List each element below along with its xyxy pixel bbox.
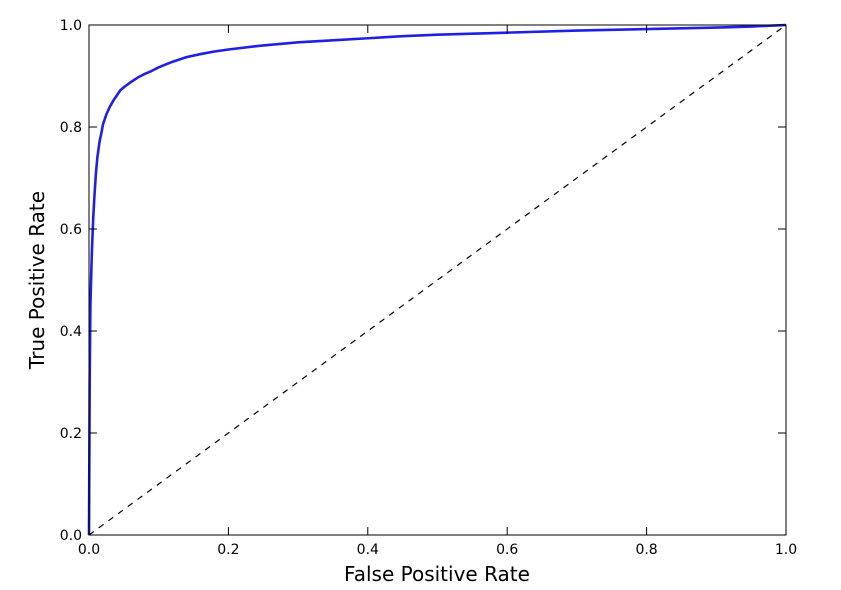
y-tick-label: 0.8 <box>60 120 82 136</box>
y-tick-label: 0.2 <box>60 426 82 442</box>
plot-background <box>89 25 786 535</box>
x-tick-label: 1.0 <box>775 542 797 558</box>
y-axis-label: True Positive Rate <box>25 191 49 370</box>
x-axis-label: False Positive Rate <box>344 562 530 586</box>
series-layer <box>87 23 787 536</box>
x-tick-label: 0.0 <box>78 542 100 558</box>
y-tick-label: 0.0 <box>60 528 82 544</box>
x-tick-label: 0.4 <box>357 542 379 558</box>
plot-frame <box>88 24 787 536</box>
y-tick-label: 1.0 <box>60 18 82 34</box>
x-tick-label: 0.2 <box>217 542 239 558</box>
x-tick-label: 0.6 <box>496 542 518 558</box>
x-tick-label: 0.8 <box>635 542 657 558</box>
y-tick-label: 0.6 <box>60 222 82 238</box>
roc-curve-line <box>87 23 787 536</box>
y-tick-label: 0.4 <box>60 324 82 340</box>
